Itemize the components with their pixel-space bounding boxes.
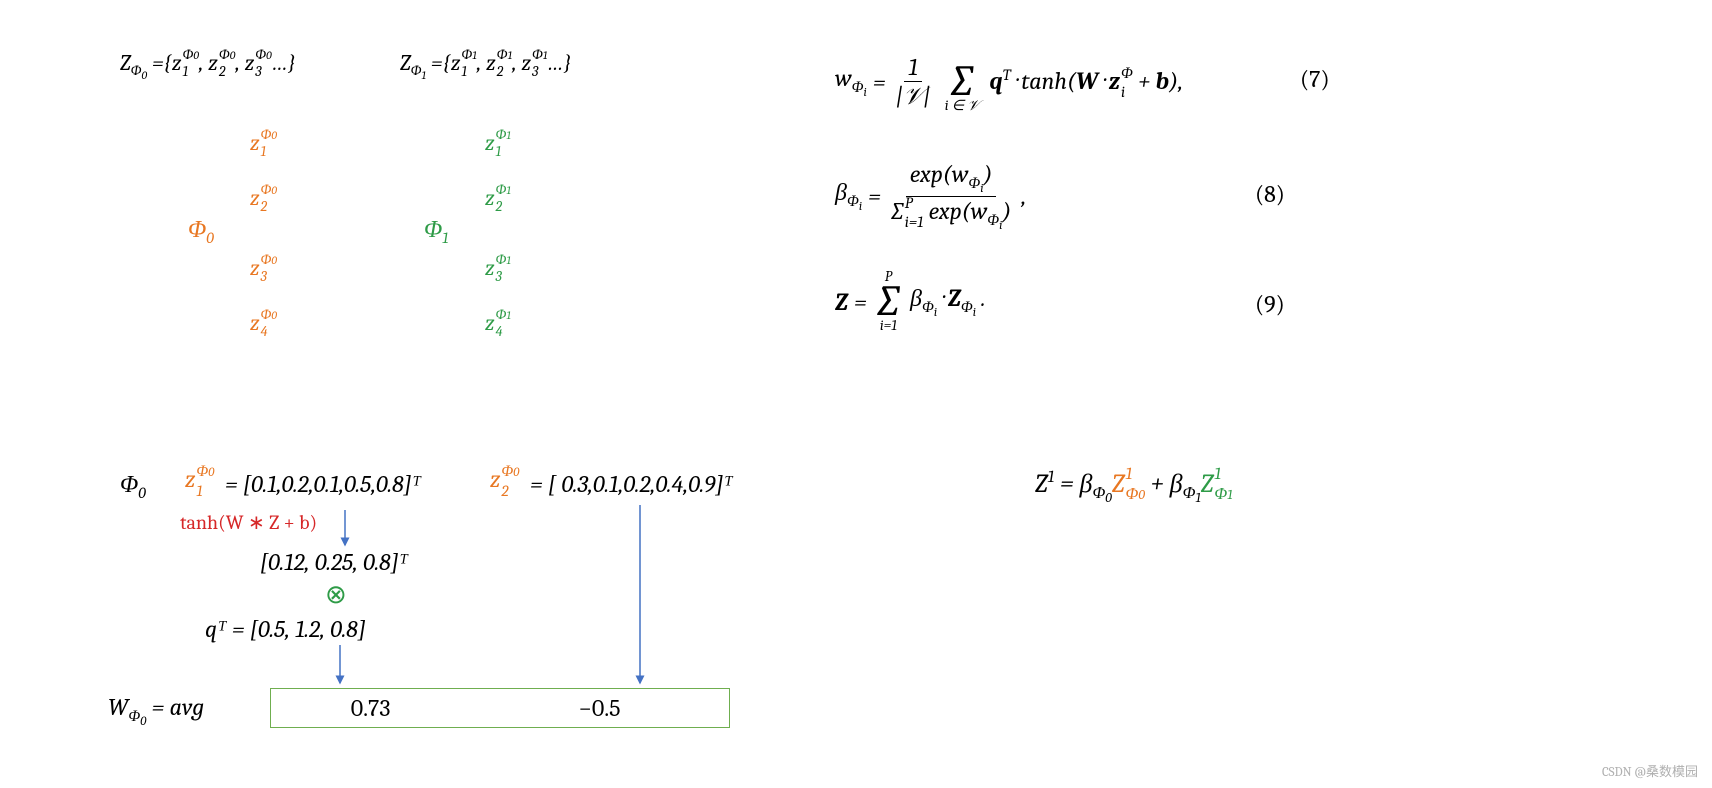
eq7-den: |𝒱| xyxy=(892,82,935,110)
eq7-sumsub: i ∈ 𝒱 xyxy=(945,99,980,113)
set-def-phi0: ZΦ0 ={zΦ01, zΦ02, zΦ03…} xyxy=(120,50,296,82)
eq8-trail: , xyxy=(1021,182,1026,210)
phi0-example-label: Φ0 xyxy=(120,470,146,502)
eq9-number: (9) xyxy=(1255,290,1285,318)
phi0-z3: zΦ03 xyxy=(250,255,277,283)
w-phi0-avg-label: WΦ0 = avg xyxy=(108,693,204,729)
phi1-z4: zΦ14 xyxy=(485,310,511,338)
phi1-z1: zΦ11 xyxy=(485,130,511,158)
phi0-z2: zΦ02 xyxy=(250,185,277,213)
result-0: 0.73 xyxy=(271,694,470,722)
result-1: −0.5 xyxy=(470,694,729,722)
eq8-number: (8) xyxy=(1255,180,1285,208)
tensor-icon: ⊗ xyxy=(325,580,347,610)
tanh-label: tanh(W ∗ Z + b) xyxy=(180,510,317,534)
q-vector: qᵀ = [0.5, 1.2, 0.8] xyxy=(205,615,366,644)
phi1-z3: zΦ13 xyxy=(485,255,511,283)
phi1-z2: zΦ12 xyxy=(485,185,511,213)
tanh-output: [0.12, 0.25, 0.8]ᵀ xyxy=(260,548,408,577)
eq7-number: (7) xyxy=(1300,65,1330,93)
arrows-layer xyxy=(0,0,1712,788)
set-def-phi1: ZΦ1 ={zΦ11, zΦ12, zΦ13…} xyxy=(400,50,571,82)
watermark: CSDN @桑数模园 xyxy=(1602,761,1698,780)
z-combination-eq: Z1 = βΦ0Z1Φ0 + βΦ1Z1Φ1 xyxy=(1035,468,1233,506)
equation-7: wΦi = 1 |𝒱| ∑ i ∈ 𝒱 qT · tanh(W · zΦi + … xyxy=(835,50,1315,113)
figure-root: ZΦ0 ={zΦ01, zΦ02, zΦ03…} ZΦ1 ={zΦ11, zΦ1… xyxy=(0,0,1712,788)
phi1-label: Φ1 xyxy=(424,215,448,247)
phi0-z1: zΦ01 xyxy=(250,130,277,158)
z1-vector: = [0.1,0.2,0.1,0.5,0.8]ᵀ xyxy=(225,470,421,499)
eq9-sumbot: i=1 xyxy=(880,319,897,333)
z2-phi0-label: zΦ02 xyxy=(490,465,519,496)
equation-9: Z = P ∑ i=1 βΦi · ZΦi . xyxy=(835,270,1255,333)
result-box: 0.73 −0.5 xyxy=(270,688,730,728)
equation-8: βΦi = exp(wΦi) ∑Pi=1 exp(wΦi) , xyxy=(835,160,1255,233)
z2-vector: = [ 0.3,0.1,0.2,0.4,0.9]ᵀ xyxy=(530,470,733,499)
z1-phi0-label: zΦ01 xyxy=(185,465,214,496)
eq7-num: 1 xyxy=(904,53,921,82)
phi0-label: Φ0 xyxy=(188,215,214,247)
phi0-z4: zΦ04 xyxy=(250,310,277,338)
